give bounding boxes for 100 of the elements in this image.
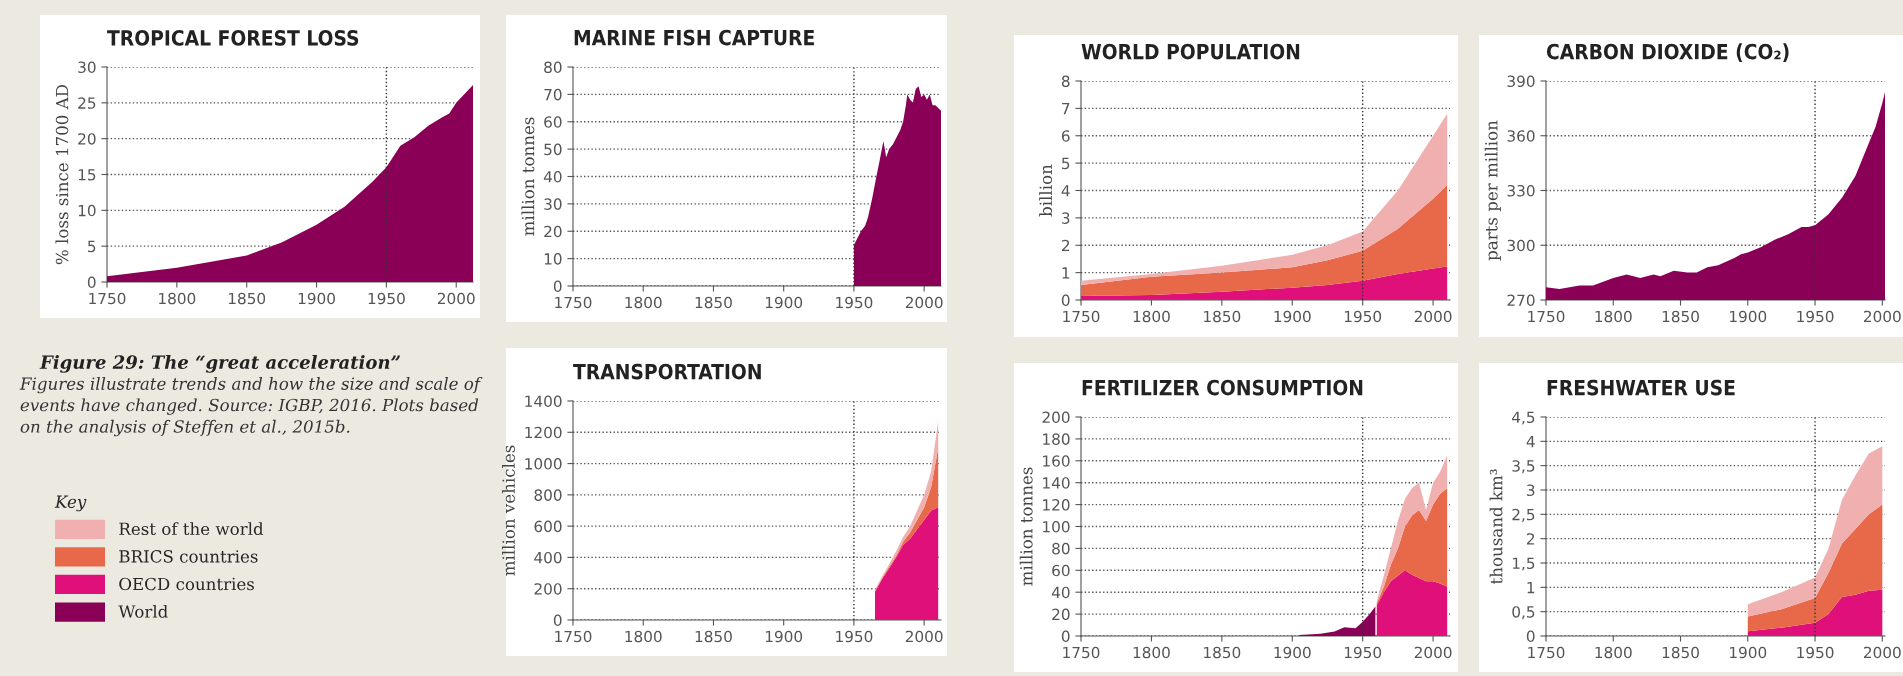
x-tick-label: 2000 [1414, 646, 1452, 659]
x-tick-label: 1850 [1204, 310, 1241, 323]
x-tick-label: 1800 [159, 292, 196, 305]
y-tick-label: 40 [1051, 586, 1070, 599]
y-axis-title: million tonnes [1019, 467, 1033, 586]
y-tick-label: 200 [1042, 411, 1070, 424]
x-tick-label: 1850 [695, 630, 732, 643]
x-tick-label: 1900 [1730, 646, 1767, 659]
x-tick-label: 1900 [1730, 310, 1767, 323]
x-tick-label: 1900 [765, 630, 803, 643]
y-tick-label: 30 [544, 198, 562, 210]
y-tick-label: 8 [1061, 75, 1070, 88]
chart-title: TRANSPORTATION [573, 363, 761, 380]
x-tick-label: 2000 [905, 296, 943, 309]
x-tick-label: 2000 [1414, 310, 1452, 323]
x-tick-label: 1750 [555, 630, 592, 643]
y-tick-label: 20 [544, 225, 562, 238]
legend-label: Rest of the world [119, 522, 264, 536]
y-tick-label: 20 [78, 133, 96, 145]
y-tick-label: 400 [534, 551, 562, 564]
x-tick-label: 1800 [1595, 646, 1632, 659]
y-tick-label: 0 [553, 614, 562, 627]
y-tick-label: 1 [1527, 582, 1535, 594]
y-tick-label: 50 [544, 143, 562, 156]
y-tick-label: 2 [1526, 533, 1535, 545]
x-tick-label: 2000 [905, 630, 943, 643]
chart-title: CARBON DIOXIDE (CO₂) [1546, 43, 1789, 62]
y-tick-label: 360 [1507, 130, 1535, 142]
y-tick-label: 2,5 [1512, 508, 1535, 522]
y-tick-label: 1 [1062, 267, 1070, 279]
x-tick-label: 1850 [1204, 646, 1241, 659]
x-tick-label: 2000 [1863, 646, 1901, 659]
x-tick-label: 1750 [1063, 310, 1100, 323]
x-tick-label: 1800 [1133, 646, 1170, 659]
x-tick-label: 1750 [1528, 310, 1565, 323]
y-tick-label: 7 [1062, 103, 1070, 115]
y-tick-label: 15 [78, 169, 96, 181]
y-tick-label: 20 [1052, 608, 1070, 621]
y-tick-label: 140 [1043, 477, 1070, 489]
y-tick-label: 300 [1507, 239, 1535, 252]
x-tick-label: 1850 [228, 292, 266, 305]
legend-label: World [118, 604, 168, 618]
y-tick-label: 0 [553, 280, 562, 293]
y-tick-label: 180 [1043, 433, 1070, 445]
y-tick-label: 0 [1526, 630, 1535, 643]
x-tick-label: 1750 [1063, 646, 1100, 659]
chart-title: FRESHWATER USE [1547, 379, 1735, 396]
y-tick-label: 0 [87, 276, 96, 289]
y-axis-title: thousand km³ [1489, 469, 1503, 585]
x-tick-label: 1800 [1595, 310, 1632, 323]
chart-title: MARINE FISH CAPTURE [574, 29, 814, 46]
y-tick-label: 3 [1527, 484, 1535, 497]
y-axis-title: million tonnes [521, 117, 535, 236]
text: Figures illustrate trends and how the size and scale of events have changed. Source: IGBP, 2016. Plots based on the analysis of Steffen et al., 2015b. [19, 377, 483, 437]
x-tick-label: 1750 [555, 296, 592, 309]
y-tick-label: 30 [78, 61, 96, 74]
x-tick-label: 1950 [368, 292, 405, 305]
x-tick-label: 1900 [765, 296, 803, 309]
y-tick-label: 390 [1507, 75, 1535, 88]
y-tick-label: 5 [88, 240, 96, 253]
y-tick-label: 80 [1052, 542, 1070, 555]
y-tick-label: 1200 [525, 426, 562, 439]
y-tick-label: 200 [534, 583, 562, 595]
chart-title: TROPICAL FOREST LOSS [107, 30, 359, 46]
y-tick-label: 10 [78, 204, 96, 217]
y-tick-label: 3,5 [1512, 460, 1535, 474]
x-tick-label: 1950 [1344, 310, 1382, 323]
y-tick-label: 4,5 [1512, 411, 1535, 425]
y-tick-label: 70 [544, 88, 562, 101]
x-tick-label: 1850 [1662, 646, 1699, 659]
y-tick-label: 10 [544, 253, 562, 265]
y-tick-label: 0 [1061, 630, 1070, 643]
y-tick-label: 2 [1061, 239, 1070, 252]
y-axis-title: % loss since 1700 AD [55, 84, 69, 265]
x-tick-label: 1750 [1528, 646, 1565, 659]
x-tick-label: 1950 [1797, 310, 1834, 323]
legend-label: BRICS countries [119, 550, 258, 563]
y-tick-label: 0,5 [1512, 606, 1535, 620]
y-tick-label: 1000 [525, 458, 562, 470]
y-tick-label: 6 [1061, 130, 1070, 142]
legend-label: OECD countries [119, 577, 254, 591]
x-tick-label: 1800 [625, 296, 662, 309]
y-tick-label: 270 [1507, 294, 1535, 307]
y-tick-label: 3 [1062, 212, 1070, 224]
y-tick-label: 25 [78, 97, 96, 109]
y-tick-label: 1,5 [1512, 557, 1535, 571]
x-tick-label: 1850 [1662, 310, 1699, 323]
y-tick-label: 330 [1507, 184, 1535, 197]
x-tick-label: 2000 [1863, 310, 1901, 323]
y-tick-label: 80 [544, 61, 562, 74]
y-axis-title: billion [1039, 164, 1053, 217]
y-tick-label: 100 [1043, 520, 1070, 533]
y-tick-label: 0 [1061, 294, 1070, 307]
y-tick-label: 4 [1061, 185, 1070, 197]
chart-title: FERTILIZER CONSUMPTION [1082, 379, 1363, 396]
chart-title: WORLD POPULATION [1081, 43, 1300, 60]
x-tick-label: 1950 [1344, 646, 1382, 659]
x-tick-label: 1850 [695, 296, 732, 309]
y-tick-label: 60 [1052, 564, 1070, 577]
x-tick-label: 2000 [437, 292, 475, 305]
